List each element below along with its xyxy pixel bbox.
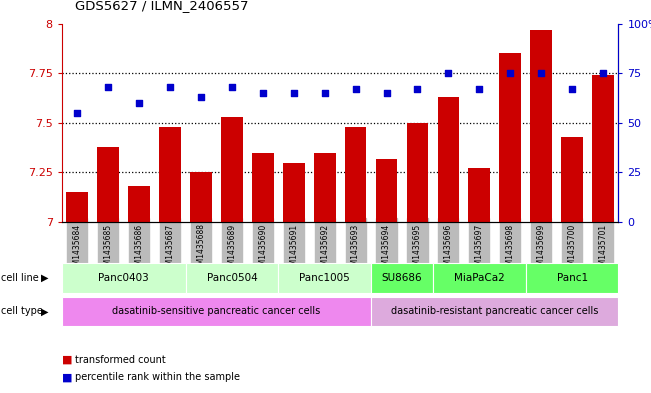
Bar <box>66 192 88 222</box>
Text: dasatinib-sensitive pancreatic cancer cells: dasatinib-sensitive pancreatic cancer ce… <box>113 307 320 316</box>
Text: transformed count: transformed count <box>75 354 165 365</box>
Bar <box>376 158 397 222</box>
Text: dasatinib-resistant pancreatic cancer cells: dasatinib-resistant pancreatic cancer ce… <box>391 307 598 316</box>
Bar <box>499 53 521 222</box>
Text: Panc0403: Panc0403 <box>98 273 149 283</box>
Bar <box>592 75 614 222</box>
Text: ▶: ▶ <box>41 307 49 316</box>
Bar <box>98 147 119 222</box>
Bar <box>437 97 459 222</box>
Text: Panc1: Panc1 <box>557 273 588 283</box>
Text: SU8686: SU8686 <box>381 273 422 283</box>
Point <box>412 86 422 92</box>
Bar <box>407 123 428 222</box>
Point <box>134 100 145 106</box>
Bar <box>190 173 212 222</box>
Bar <box>252 152 273 222</box>
Point <box>567 86 577 92</box>
Bar <box>561 137 583 222</box>
Point <box>227 84 237 90</box>
Text: ▶: ▶ <box>41 273 49 283</box>
Point <box>598 70 608 76</box>
Bar <box>314 152 335 222</box>
Point <box>103 84 113 90</box>
Point <box>443 70 454 76</box>
Point <box>320 90 330 96</box>
Text: MiaPaCa2: MiaPaCa2 <box>454 273 505 283</box>
Bar <box>345 127 367 222</box>
Point <box>196 94 206 100</box>
Point <box>165 84 175 90</box>
Text: GDS5627 / ILMN_2406557: GDS5627 / ILMN_2406557 <box>75 0 249 12</box>
Point <box>72 110 83 116</box>
Point <box>536 70 546 76</box>
Text: cell line: cell line <box>1 273 39 283</box>
Bar <box>283 163 305 222</box>
Text: cell type: cell type <box>1 307 43 316</box>
Point <box>288 90 299 96</box>
Text: ■: ■ <box>62 372 76 382</box>
Bar <box>128 186 150 222</box>
Point <box>505 70 516 76</box>
Point <box>381 90 392 96</box>
Point <box>350 86 361 92</box>
Bar <box>469 169 490 222</box>
Bar <box>221 117 243 222</box>
Text: ■: ■ <box>62 354 76 365</box>
Point <box>474 86 484 92</box>
Text: Panc1005: Panc1005 <box>299 273 350 283</box>
Bar <box>159 127 181 222</box>
Text: percentile rank within the sample: percentile rank within the sample <box>75 372 240 382</box>
Bar <box>531 29 552 222</box>
Point <box>258 90 268 96</box>
Text: Panc0504: Panc0504 <box>206 273 257 283</box>
